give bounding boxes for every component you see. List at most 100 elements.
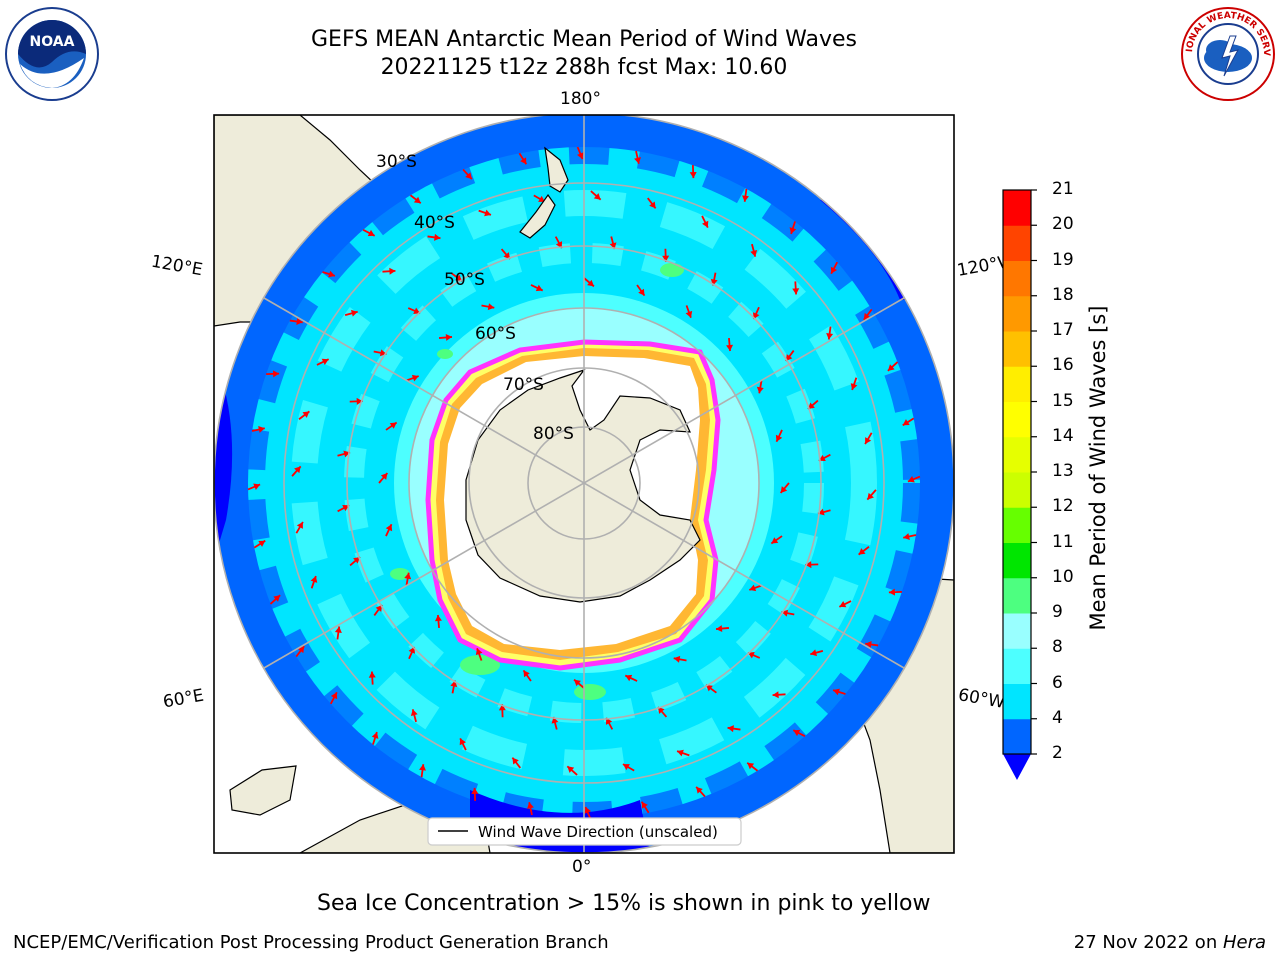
wind-wave-arrow [756,380,764,394]
colorbar-tick-label: 13 [1052,461,1074,481]
wind-wave-arrow [518,152,528,165]
wind-wave-arrow [866,489,877,501]
colorbar-band [1003,260,1031,297]
wind-wave-arrow [295,645,305,658]
colorbar-tick-label: 17 [1052,320,1074,340]
colorbar-band [1003,436,1031,473]
wind-wave-arrow [438,333,453,341]
colorbar-underflow-triangle [1003,754,1031,780]
colorbar-band [1003,190,1031,226]
footer-machine: Hera [1222,932,1266,953]
wind-wave-arrow [349,397,363,405]
wind-wave-arrow [657,706,668,718]
footer-date-text: 27 Nov 2022 on [1073,932,1223,953]
wind-wave-arrow [903,533,917,540]
noaa-logo-text: NOAA [30,34,75,50]
colorbar-tick-label: 2 [1052,743,1063,763]
wind-wave-arrow [832,688,846,696]
wind-wave-arrow [781,609,795,617]
colorbar-tick-label: 10 [1052,566,1074,587]
wind-wave-arrow [750,243,758,257]
wind-wave-direction-arrows [247,146,921,820]
map-title: GEFS MEAN Antarctic Mean Period of Wind … [311,27,857,52]
wind-wave-arrow [247,483,261,491]
colorbar-tick-label: 16 [1052,355,1074,376]
graticule [214,115,954,853]
map-legend: Wind Wave Direction (unscaled) [427,817,742,846]
wind-wave-arrow [634,150,641,164]
wind-wave-arrow [710,272,718,286]
lon-label-0: 0° [572,857,592,877]
colorbar-tick-label: 12 [1052,496,1074,517]
lon-label-180: 180° [560,89,601,109]
legend-label: Wind Wave Direction (unscaled) [478,823,718,841]
wind-wave-arrow [251,426,265,433]
colorbar-tick-label: 11 [1052,531,1074,552]
wind-wave-arrow [749,584,762,592]
wind-wave-arrow [830,261,839,275]
lat-label-70s: 70°S [503,375,544,395]
wind-wave-arrow [584,806,592,820]
wind-wave-arrow [253,539,266,549]
wind-wave-arrow [382,267,396,275]
wind-wave-arrow [785,350,795,362]
wind-wave-arrow [742,188,749,202]
wind-wave-arrow [789,221,797,235]
wind-wave-arrow [863,308,873,321]
wind-wave-arrow [471,787,479,801]
wind-wave-arrow [810,649,824,657]
wind-wave-arrow [576,146,584,160]
wind-wave-arrow [850,377,858,391]
wind-wave-arrow [500,248,511,260]
wind-wave-arrow [406,374,419,382]
colorbar-tick-label: 19 [1052,249,1074,270]
wind-wave-arrow [329,691,338,705]
wind-wave-arrow [291,465,302,477]
sea-ice-caption: Sea Ice Concentration > 15% is shown in … [317,891,931,916]
wind-wave-arrow [726,337,734,352]
wind-wave-arrow [715,625,730,633]
colorbar-tick-label: 18 [1052,284,1074,305]
colorbar-tick-label: 9 [1052,602,1063,622]
colorbar-band [1003,366,1031,402]
wind-wave-arrow [362,228,376,237]
wind-wave-arrow [409,194,422,204]
wind-wave-arrow [770,535,783,545]
wind-wave-arrow [805,561,819,569]
wind-wave-arrow [310,575,318,589]
wind-wave-arrow [498,704,506,718]
wind-wave-arrow [404,572,412,586]
wind-wave-arrow [316,358,330,366]
wind-wave-arrow [385,421,398,431]
wind-wave-arrow [640,801,650,814]
colorbar-band [1003,613,1031,649]
wind-wave-arrow [478,209,492,217]
national-weather-service-logo: NATIONAL WEATHER SERVICE [1180,6,1275,101]
wind-wave-arrow [647,197,657,209]
wind-wave-arrow [450,680,458,694]
colorbar-band [1003,225,1031,261]
wind-wave-arrow [527,802,534,816]
wind-wave-arrow [419,764,426,778]
colorbar-band [1003,542,1031,579]
wind-wave-arrow [838,600,852,608]
wind-wave-arrow [378,472,389,484]
wind-wave-arrow [887,361,899,372]
wind-wave-arrow [289,318,303,325]
wind-wave-arrow [368,671,376,685]
wind-wave-arrow [622,763,635,772]
lat-label-40s: 40°S [414,213,455,233]
colorbar-tick-label: 8 [1052,637,1063,658]
colorbar-tick-label: 21 [1052,179,1074,199]
map-frame [213,114,955,854]
wind-wave-arrow [269,594,281,605]
colorbar-band [1003,577,1031,614]
wind-wave-arrow [530,284,544,292]
antarctica-landmass [465,368,701,603]
wind-wave-arrow [624,674,638,682]
wind-wave-arrow [792,281,800,295]
wind-wave-arrow [590,190,602,201]
wind-wave-arrow [772,691,786,699]
wind-wave-arrow [727,725,741,733]
